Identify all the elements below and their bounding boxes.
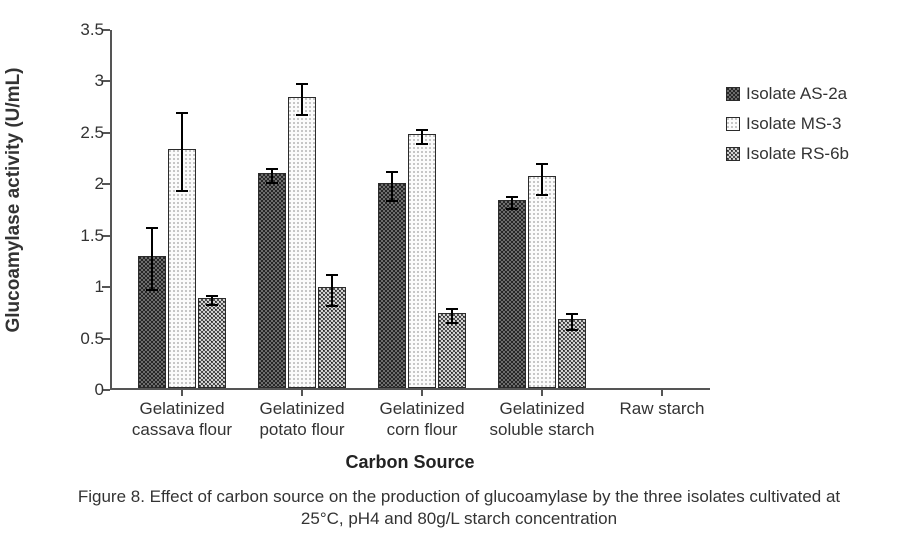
category-tick [541, 388, 543, 396]
legend-item-as2a: Isolate AS-2a [726, 84, 849, 104]
legend-label: Isolate MS-3 [746, 114, 841, 134]
y-tick-label: 1.5 [80, 226, 104, 246]
error-bar [421, 129, 423, 143]
legend-item-ms3: Isolate MS-3 [726, 114, 849, 134]
error-cap [326, 305, 338, 307]
plot-area: 00.511.522.533.5Gelatinizedcassava flour… [110, 30, 710, 390]
category-tick [661, 388, 663, 396]
error-cap [146, 289, 158, 291]
category-label: Gelatinizedsoluble starch [482, 398, 602, 441]
error-cap [416, 129, 428, 131]
error-cap [206, 295, 218, 297]
bar-ms-3 [528, 176, 556, 388]
error-cap [446, 322, 458, 324]
bar-as-2a [258, 173, 286, 388]
error-cap [506, 196, 518, 198]
error-cap [386, 200, 398, 202]
bar-rs-6b [198, 298, 226, 389]
error-cap [566, 313, 578, 315]
category-tick [301, 388, 303, 396]
error-bar [391, 171, 393, 200]
error-bar [181, 112, 183, 190]
error-cap [536, 194, 548, 196]
error-cap [176, 112, 188, 114]
bar-ms-3 [288, 97, 316, 388]
error-cap [146, 227, 158, 229]
y-tick-label: 0 [95, 380, 104, 400]
error-cap [536, 163, 548, 165]
category-label: Gelatinizedcorn flour [362, 398, 482, 441]
error-bar [571, 313, 573, 329]
error-bar [271, 168, 273, 182]
category-label: Gelatinizedcassava flour [122, 398, 242, 441]
y-axis-title: Glucoamylase activity (U/mL) [3, 67, 25, 332]
legend-item-rs6b: Isolate RS-6b [726, 144, 849, 164]
bar-ms-3 [408, 134, 436, 388]
error-bar [541, 163, 543, 194]
category-tick [421, 388, 423, 396]
bar-rs-6b [438, 313, 466, 388]
category-label: Raw starch [602, 398, 722, 419]
y-tick-label: 3.5 [80, 20, 104, 40]
error-cap [566, 329, 578, 331]
error-bar [451, 308, 453, 322]
error-cap [266, 182, 278, 184]
bar-as-2a [378, 183, 406, 388]
error-cap [326, 274, 338, 276]
error-cap [446, 308, 458, 310]
error-cap [206, 304, 218, 306]
legend-swatch-icon [726, 147, 740, 161]
error-cap [416, 143, 428, 145]
legend-label: Isolate RS-6b [746, 144, 849, 164]
error-cap [506, 208, 518, 210]
legend: Isolate AS-2a Isolate MS-3 Isolate RS-6b [726, 84, 849, 174]
y-tick-label: 2 [95, 174, 104, 194]
error-cap [266, 168, 278, 170]
error-bar [331, 274, 333, 305]
figure-caption: Figure 8. Effect of carbon source on the… [60, 486, 858, 530]
error-cap [386, 171, 398, 173]
error-bar [301, 83, 303, 114]
legend-swatch-icon [726, 87, 740, 101]
y-tick-label: 3 [95, 71, 104, 91]
y-tick-label: 2.5 [80, 123, 104, 143]
error-bar [151, 227, 153, 289]
x-axis-title: Carbon Source [110, 452, 710, 473]
error-cap [296, 114, 308, 116]
category-tick [181, 388, 183, 396]
chart-container: Glucoamylase activity (U/mL) 00.511.522.… [0, 0, 918, 548]
category-label: Gelatinizedpotato flour [242, 398, 362, 441]
y-tick-label: 1 [95, 277, 104, 297]
legend-label: Isolate AS-2a [746, 84, 847, 104]
error-cap [176, 190, 188, 192]
legend-swatch-icon [726, 117, 740, 131]
y-tick-label: 0.5 [80, 329, 104, 349]
error-cap [296, 83, 308, 85]
bar-as-2a [498, 200, 526, 388]
